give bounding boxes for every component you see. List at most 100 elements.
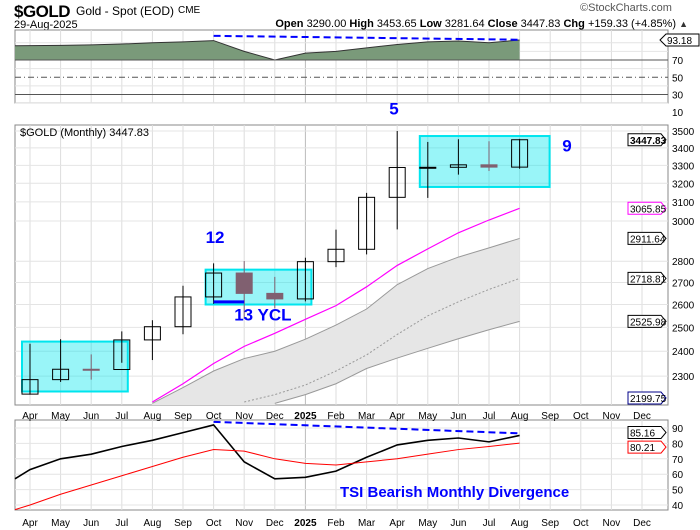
ytick-label: 70 [672,455,684,466]
ytick-label: 2400 [672,347,695,358]
xtick-label: May [51,518,70,529]
candle-body [174,296,192,328]
symbol: $GOLD [14,2,71,21]
last-value-tag [627,425,667,439]
last-value-label: 2911.64 [630,234,666,245]
candle-body [266,292,284,300]
instrument-name: Gold - Spot (EOD) [76,4,175,18]
xtick-label: Oct [573,411,589,422]
ytick-label: 3500 [672,127,695,138]
candle-body [358,196,376,250]
xtick-label: Jun [450,411,466,422]
xtick-label: Feb [327,411,345,422]
close-value: 3447.83 [520,18,561,30]
ytick-label: 3400 [672,144,695,155]
ytick-label: 30 [672,91,684,102]
ohlc-readout: Open 3290.00 High 3453.65 Low 3281.64 Cl… [275,18,688,30]
ytick-label: 3100 [672,198,695,209]
date: 29-Aug-2025 [14,19,78,31]
panel-frame-0 [14,29,669,104]
panel-frame-2 [14,419,669,511]
ytick-label: 3300 [672,161,695,172]
last-value-label: 2525.98 [630,317,667,328]
xtick-label: Apr [22,411,38,422]
ytick-label: 10 [672,108,684,119]
ytick-label: 50 [672,486,684,497]
xtick-label: Jul [483,518,496,529]
high-value: 3453.65 [376,18,417,30]
highlight-box [418,135,551,188]
moving-average-line [274,320,520,404]
xtick-label: Aug [511,411,529,422]
divergence-line [213,420,520,435]
xtick-label: Nov [603,411,621,422]
candle-body [21,379,39,395]
candle-body [82,368,100,371]
ytick-label: 50 [672,73,684,84]
last-value-tag [627,314,667,328]
xtick-label: Dec [266,518,284,529]
candle-body [449,164,467,168]
xtick-label: Jun [83,518,99,529]
xtick-label: Aug [144,411,162,422]
xtick-label: Aug [511,518,529,529]
xtick-label: Jul [483,411,496,422]
candle-body [205,272,223,298]
xtick-label: Dec [633,411,651,422]
last-value-tag [627,133,667,147]
last-value-label: 3065.85 [630,204,667,215]
cycle-annotation: 12 [206,228,225,247]
ytick-label: 2300 [672,372,695,383]
high-label: High [349,18,374,30]
last-value-tag [627,271,667,285]
xtick-label: Nov [235,518,253,529]
ytick-label: 2800 [672,257,695,268]
low-label: Low [419,18,442,30]
xtick-label: Oct [206,411,222,422]
last-value-tag [627,201,667,215]
tsi-line [14,424,520,480]
xtick-label: Nov [235,411,253,422]
xtick-label: May [418,518,437,529]
open-label: Open [275,18,304,30]
ytick-label: 2500 [672,323,695,334]
cycle-annotation: 9 [562,136,571,155]
xtick-label: Jul [115,518,128,529]
chg-label: Chg [563,18,585,30]
moving-average-line [152,237,520,404]
last-value-tag [627,440,667,454]
chart-header: $GOLD Gold - Spot (EOD) CME ©StockCharts… [0,0,700,31]
open-value: 3290.00 [306,18,347,30]
xtick-label: Nov [603,518,621,529]
ytick-label: 40 [672,501,684,512]
ytick-label: 3000 [672,217,695,228]
xtick-label: Dec [266,411,284,422]
last-value-tag [627,391,667,405]
chg-value: +159.33 (+4.85%) [587,18,677,30]
band-fill [152,238,520,405]
last-value-label: 3447.83 [630,136,667,147]
xtick-label: Sep [541,518,559,529]
xtick-label: 2025 [294,518,317,529]
close-label: Close [487,18,518,30]
xtick-label: Jun [450,518,466,529]
xtick-label: May [418,411,437,422]
xtick-label: Apr [22,518,38,529]
price-panel-title: $GOLD (Monthly) 3447.83 [20,127,149,139]
highlight-box [204,268,313,306]
ytick-label: 3200 [672,179,695,190]
xtick-label: Mar [358,411,376,422]
candle-body [511,139,529,168]
last-value-label: 2199.75 [630,394,667,405]
xtick-label: Oct [206,518,222,529]
exchange: CME [178,5,201,16]
divergence-line [213,34,520,41]
signal-line [14,442,520,511]
xtick-label: Jul [115,411,128,422]
xtick-label: Sep [174,518,192,529]
candle-body [296,261,314,300]
watermark: ©StockCharts.com [580,2,672,14]
xtick-label: Feb [327,518,345,529]
xtick-label: Aug [144,518,162,529]
